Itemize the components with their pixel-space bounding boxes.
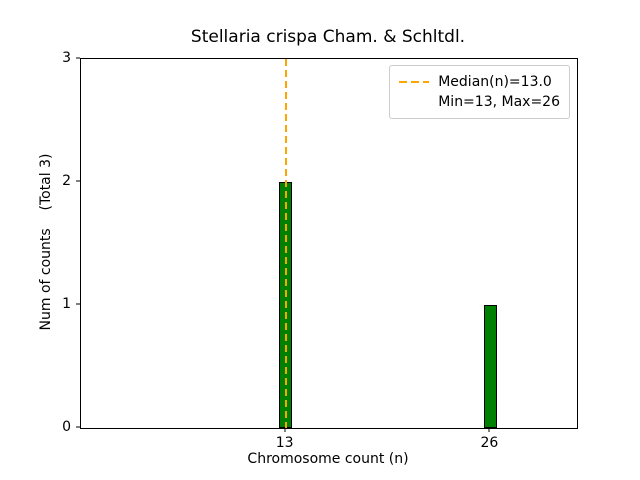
y-tick — [76, 426, 80, 428]
x-tick — [284, 428, 286, 432]
legend-label-median: Median(n)=13.0 — [438, 74, 552, 90]
legend-spacer — [399, 101, 429, 103]
y-tick — [76, 57, 80, 59]
legend: Median(n)=13.0 Min=13, Max=26 — [389, 65, 570, 119]
legend-row-minmax: Min=13, Max=26 — [399, 92, 560, 112]
x-tick-label: 13 — [275, 435, 294, 451]
y-tick-label: 2 — [62, 173, 71, 189]
y-tick-label: 1 — [62, 296, 71, 312]
bar-26 — [484, 305, 497, 428]
median-line — [284, 59, 287, 428]
legend-row-median: Median(n)=13.0 — [399, 72, 560, 92]
legend-label-minmax: Min=13, Max=26 — [438, 94, 560, 110]
x-tick-label: 26 — [480, 435, 499, 451]
y-tick-label: 0 — [62, 419, 71, 435]
y-tick — [76, 303, 80, 305]
y-tick-label: 3 — [62, 50, 71, 66]
plot-area: Median(n)=13.0 Min=13, Max=26 — [80, 58, 578, 429]
x-axis-label: Chromosome count (n) — [247, 451, 409, 467]
median-dashed-line-sample — [399, 81, 430, 83]
x-tick — [488, 428, 490, 432]
chart-title: Stellaria crispa Cham. & Schltdl. — [190, 27, 466, 47]
y-tick — [76, 180, 80, 182]
